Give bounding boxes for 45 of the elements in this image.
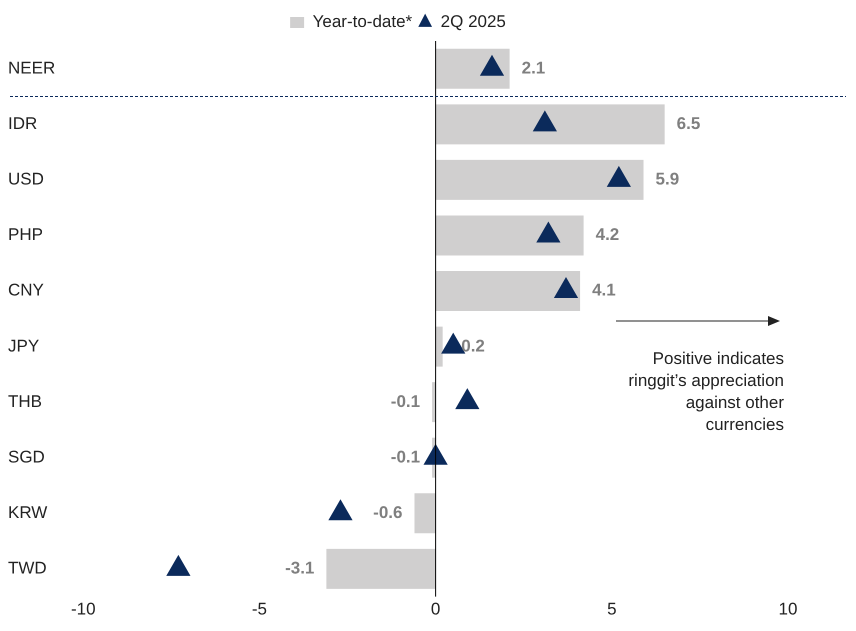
- data-label: -0.1: [390, 447, 420, 466]
- point: [533, 110, 557, 132]
- data-label: 6.5: [676, 114, 700, 134]
- point: [554, 278, 578, 298]
- point: [166, 555, 190, 576]
- point: [480, 55, 504, 76]
- x-tick-label: 0: [430, 599, 440, 618]
- data-label: -0.1: [390, 392, 420, 411]
- y-tick-label: NEER: [8, 58, 56, 78]
- y-tick-label: USD: [8, 170, 44, 189]
- y-tick-label: PHP: [8, 225, 43, 244]
- x-tick-label: 10: [778, 599, 798, 618]
- legend-label: 2Q 2025: [440, 12, 506, 32]
- data-label: 4.1: [592, 280, 616, 300]
- point: [328, 500, 352, 520]
- y-tick-label: JPY: [8, 336, 40, 356]
- y-tick-label: THB: [8, 392, 42, 411]
- point: [536, 222, 560, 242]
- data-label: 5.9: [656, 170, 680, 189]
- x-tick-label: -10: [70, 599, 96, 618]
- data-label: 2.1: [522, 58, 546, 78]
- bar: [436, 215, 584, 256]
- bar: [414, 493, 436, 534]
- bar: [326, 548, 436, 589]
- y-tick-label: TWD: [8, 558, 47, 578]
- bar: [436, 271, 580, 312]
- bar: [436, 104, 665, 144]
- point: [456, 388, 480, 410]
- bar: [436, 160, 644, 200]
- bar: [436, 48, 510, 89]
- legend-label: Year-to-date*: [312, 12, 413, 32]
- point: [607, 166, 631, 187]
- data-label: 0.2: [461, 336, 485, 356]
- x-tick-label: -5: [252, 599, 267, 618]
- bar: [436, 326, 443, 367]
- data-label: -0.6: [373, 502, 402, 522]
- y-tick-label: SGD: [8, 447, 45, 466]
- data-label: 4.2: [596, 225, 620, 244]
- y-tick-label: CNY: [8, 280, 44, 300]
- y-tick-label: KRW: [8, 502, 48, 522]
- annotation: Positive indicates ringgit’s appreciation against other currencies: [627, 348, 784, 436]
- x-tick-label: 5: [607, 599, 617, 618]
- y-tick-label: IDR: [8, 114, 38, 134]
- data-label: -3.1: [285, 558, 314, 578]
- point: [424, 444, 448, 465]
